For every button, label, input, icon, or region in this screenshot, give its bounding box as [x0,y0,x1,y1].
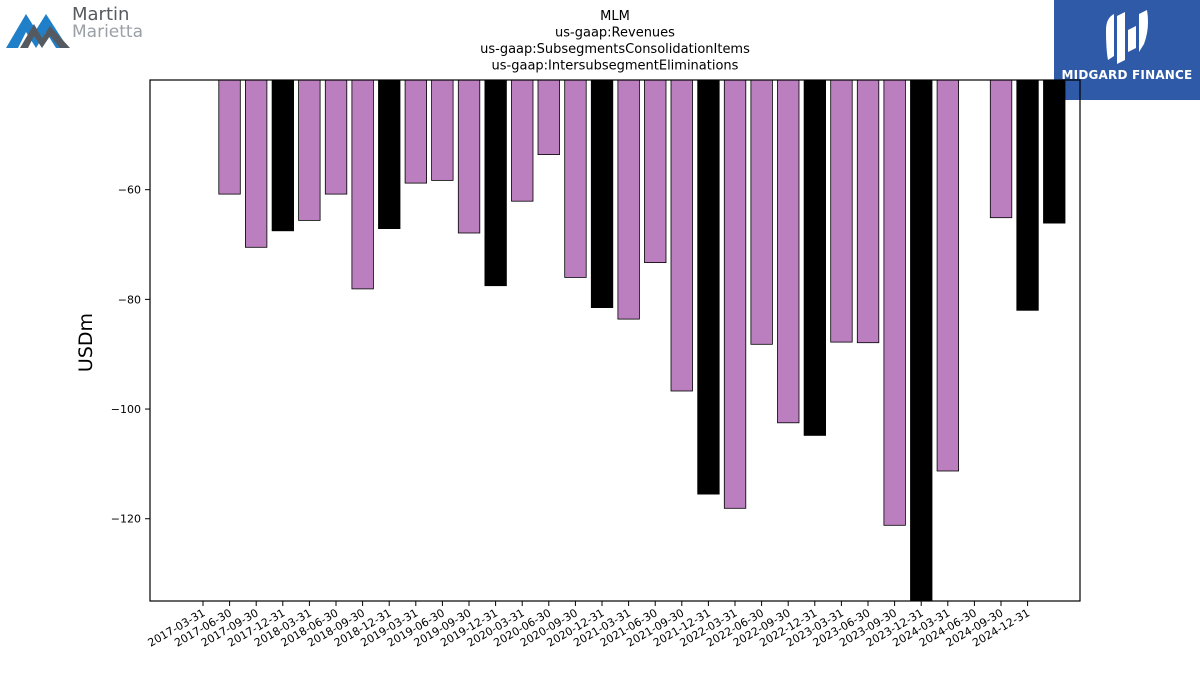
bar-2024-12-31 [1016,80,1039,311]
bar-2018-12-31 [378,80,401,230]
plot-frame [149,79,1081,602]
bar-2022-06-30 [750,80,773,345]
mountain-logo-icon [6,14,70,48]
chart-title-line: us-gaap:Revenues [555,26,675,41]
bar-2018-09-30 [351,80,374,290]
bar-2017-06-30 [218,80,241,195]
chart-title-line: us-gaap:IntersubsegmentEliminations [492,59,739,74]
bar-2018-03-31 [298,80,321,221]
bars-group [218,80,1066,601]
bar-2017-12-31 [271,80,295,232]
bar-2021-12-31 [697,80,720,495]
company-logo-line2: Marietta [72,22,144,42]
bar-2022-12-31 [803,80,826,436]
y-tick-label: −120 [111,513,141,526]
bar-2021-09-30 [670,80,693,392]
bar-2020-03-31 [511,80,534,202]
chart-title-line: us-gaap:SubsegmentsConsolidationItems [480,42,750,57]
bar-2023-06-30 [856,80,880,344]
publisher-logo-text: MIDGARD FINANCE [1061,68,1193,82]
y-axis-label: USDm [75,313,97,372]
bar-2019-12-31 [484,80,507,287]
publisher-mark-icon [1106,10,1148,64]
bar-extra-last [1043,80,1066,224]
y-tick-label: −60 [118,184,141,197]
bar-2023-09-30 [883,80,906,526]
bar-2019-03-31 [404,80,428,184]
bar-2022-03-31 [723,80,747,509]
company-logo-line1: Martin [72,4,130,25]
bar-2019-09-30 [457,80,481,234]
y-tick-label: −80 [118,293,141,306]
bar-2018-06-30 [324,80,348,195]
bar-2024-03-31 [936,80,959,472]
bar-2020-06-30 [537,80,560,155]
bar-2023-03-31 [830,80,853,343]
chart-title-line: MLM [600,9,630,24]
publisher-logo: MIDGARD FINANCE [1054,0,1200,100]
bar-2021-06-30 [644,80,667,264]
bar-2019-06-30 [431,80,454,181]
bar-2020-12-31 [590,80,614,309]
bar-2017-09-30 [244,80,268,248]
bar-2021-03-31 [617,80,640,320]
bar-2023-12-31 [910,80,933,601]
bar-2024-09-30 [989,80,1013,219]
y-tick-label: −100 [111,403,141,416]
bar-2022-09-30 [777,80,800,424]
bar-2020-09-30 [564,80,587,278]
company-logo [6,6,166,50]
